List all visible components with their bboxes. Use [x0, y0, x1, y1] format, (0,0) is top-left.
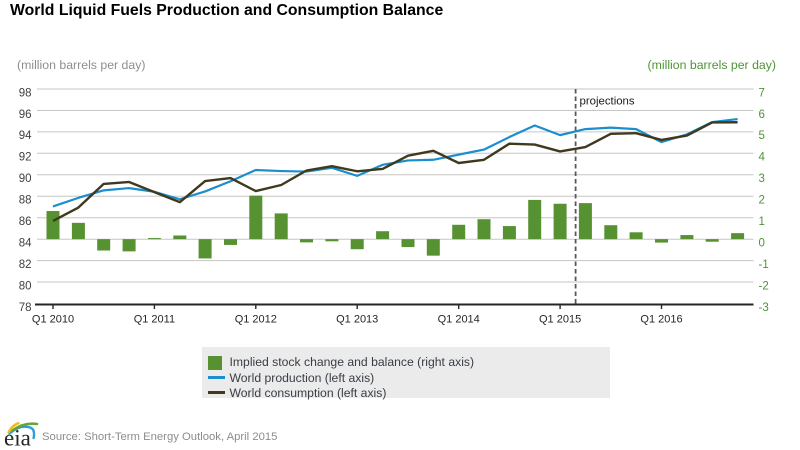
- svg-text:Q1 2011: Q1 2011: [134, 314, 175, 326]
- svg-text:-1: -1: [759, 259, 769, 271]
- svg-text:96: 96: [19, 109, 32, 121]
- svg-text:86: 86: [19, 216, 32, 228]
- svg-text:3: 3: [759, 173, 765, 185]
- svg-text:82: 82: [19, 259, 32, 271]
- svg-text:98: 98: [19, 87, 32, 99]
- svg-text:-3: -3: [759, 302, 769, 314]
- svg-text:Q1 2015: Q1 2015: [539, 314, 581, 326]
- svg-text:6: 6: [759, 109, 765, 121]
- svg-text:78: 78: [19, 302, 32, 314]
- svg-text:88: 88: [19, 195, 32, 207]
- svg-text:Q1 2010: Q1 2010: [32, 314, 74, 326]
- svg-text:7: 7: [759, 87, 765, 99]
- svg-text:Q1 2012: Q1 2012: [235, 314, 277, 326]
- svg-text:2: 2: [759, 195, 765, 207]
- svg-text:84: 84: [19, 238, 32, 250]
- svg-text:4: 4: [759, 152, 766, 164]
- svg-text:projections: projections: [580, 96, 635, 108]
- svg-text:92: 92: [19, 152, 32, 164]
- svg-text:0: 0: [759, 238, 765, 250]
- svg-text:80: 80: [19, 280, 32, 292]
- svg-text:94: 94: [19, 130, 32, 142]
- svg-text:5: 5: [759, 130, 765, 142]
- svg-text:1: 1: [759, 216, 765, 228]
- svg-text:Q1 2014: Q1 2014: [438, 314, 480, 326]
- svg-text:Q1 2016: Q1 2016: [640, 314, 682, 326]
- svg-text:90: 90: [19, 173, 32, 185]
- svg-text:Q1 2013: Q1 2013: [336, 314, 378, 326]
- svg-text:-2: -2: [759, 280, 769, 292]
